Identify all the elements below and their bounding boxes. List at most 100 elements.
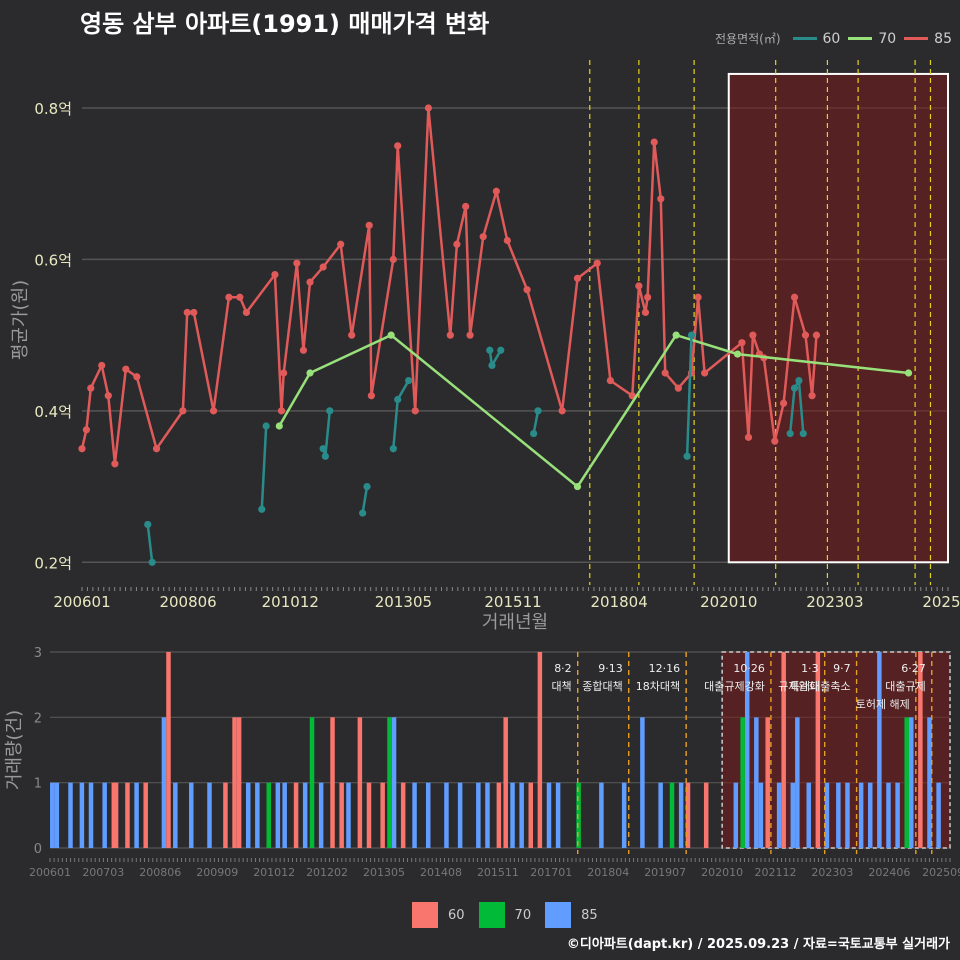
volume-bar-11 xyxy=(161,717,167,848)
point-60-22 xyxy=(799,429,807,438)
point-85-17 xyxy=(277,407,286,415)
volume-bar-6 xyxy=(111,782,117,848)
volume-bar-30 xyxy=(346,782,351,848)
volume-legend-label-60: 60 xyxy=(448,907,465,923)
point-70-3 xyxy=(573,482,582,491)
volume-bar-4 xyxy=(88,782,94,848)
point-60-11 xyxy=(405,376,413,385)
y-axis-label: 평균가(원) xyxy=(10,280,31,360)
volume-bar-13 xyxy=(173,782,178,848)
volume-bar-36 xyxy=(400,782,406,848)
point-85-13 xyxy=(225,293,233,301)
point-85-49 xyxy=(661,369,669,377)
policy-label-5: 특례대출축소 xyxy=(790,680,851,693)
vol-y-axis-label: 거래량(건) xyxy=(4,710,25,790)
legend-label-85: 85 xyxy=(934,30,952,47)
volume-bar-43 xyxy=(496,782,502,848)
volume-bar-54 xyxy=(640,717,645,848)
point-85-64 xyxy=(812,331,821,339)
volume-bar-7 xyxy=(113,782,119,848)
policy-label-7: 토허제 해제 xyxy=(856,697,910,711)
policy-label-3: 대출규제강화 xyxy=(704,680,765,693)
point-85-63 xyxy=(808,392,816,400)
volume-legend-item-85[interactable]: 85 xyxy=(545,902,598,928)
volume-bar-15 xyxy=(207,782,212,848)
legend-item-70[interactable]: 70 xyxy=(848,31,896,47)
volume-bar-41 xyxy=(476,782,481,848)
volume-bar-72 xyxy=(824,782,830,848)
vol-x-tick-label-3: 200909 xyxy=(196,866,238,879)
policy-date-1: 9·13 xyxy=(598,662,623,675)
volume-bar-52 xyxy=(599,782,604,848)
policy-label-2: 18차대책 xyxy=(636,680,680,693)
policy-date-3: 10·26 xyxy=(733,662,765,675)
point-85-21 xyxy=(306,278,314,286)
policy-label-1: 종합대책 xyxy=(582,680,622,693)
point-60-19 xyxy=(786,429,794,438)
volume-chart: 0 1 2 3 8·2 대책 9·13 종합대책 12·16 18차대책 10·26 대출규제강화 1·… xyxy=(4,646,960,879)
policy-label-4: 규제완화 xyxy=(778,680,818,693)
volume-legend-item-60[interactable]: 60 xyxy=(412,902,465,928)
volume-legend-label-70: 70 xyxy=(514,907,532,923)
volume-bar-34 xyxy=(387,717,392,848)
volume-bar-82 xyxy=(918,652,923,848)
point-85-16 xyxy=(271,270,279,279)
x-tick-label-5: 201804 xyxy=(591,593,648,611)
point-85-33 xyxy=(462,202,470,211)
volume-legend-item-70[interactable]: 70 xyxy=(478,902,532,928)
volume-bar-40 xyxy=(457,782,463,848)
volume-bar-57 xyxy=(678,782,684,848)
point-85-36 xyxy=(492,187,500,195)
volume-bar-58 xyxy=(685,782,691,848)
point-85-10 xyxy=(183,308,191,317)
vol-x-tick-label-15: 202406 xyxy=(868,866,910,879)
volume-bar-84 xyxy=(936,782,941,848)
point-70-6 xyxy=(904,369,913,377)
x-tick-label-1: 200806 xyxy=(159,593,216,611)
legend-item-85[interactable]: 85 xyxy=(904,31,952,47)
volume-bar-5 xyxy=(102,782,107,848)
source-footer: ©디아파트(dapt.kr) / 2025.09.23 / 자료=국토교통부 실… xyxy=(566,937,950,952)
x-tick-label-6: 202010 xyxy=(700,593,757,611)
volume-bar-9 xyxy=(134,782,139,848)
volume-bar-81 xyxy=(909,717,914,848)
point-60-14 xyxy=(497,346,505,354)
vol-x-tick-label-4: 201012 xyxy=(253,866,295,879)
vol-x-tick-label-1: 200703 xyxy=(82,866,124,879)
point-60-5 xyxy=(321,452,329,460)
volume-bar-50 xyxy=(555,782,561,848)
x-axis-label: 거래년월 xyxy=(482,612,548,633)
point-85-44 xyxy=(635,282,643,290)
point-85-30 xyxy=(424,104,432,112)
volume-bar-62 xyxy=(744,652,750,848)
point-85-3 xyxy=(98,361,106,370)
volume-bar-3 xyxy=(79,782,85,848)
point-60-13 xyxy=(488,361,496,370)
point-60-21 xyxy=(795,376,803,385)
volume-bar-55 xyxy=(658,782,663,848)
y-tick-label-2: 0.6억 xyxy=(34,251,72,269)
legend-item-60[interactable]: 60 xyxy=(792,31,840,47)
volume-bar-17 xyxy=(232,717,237,848)
point-60-6 xyxy=(326,407,334,415)
vol-x-tick-label-12: 202010 xyxy=(701,866,743,879)
series-segment-60 xyxy=(788,388,796,434)
volume-bar-47 xyxy=(528,782,534,848)
volume-bar-45 xyxy=(510,782,515,848)
volume-bar-8 xyxy=(125,782,130,848)
x-tick-label-7: 202303 xyxy=(806,593,863,611)
volume-bar-31 xyxy=(357,717,363,848)
volume-legend-label-85: 85 xyxy=(581,907,598,923)
series-segment-60 xyxy=(260,425,268,510)
point-85-8 xyxy=(152,445,161,453)
point-85-60 xyxy=(779,399,788,407)
y-tick-label-1: 0.4억 xyxy=(34,403,72,421)
series-segment-60 xyxy=(361,486,369,514)
volume-bar-83 xyxy=(927,717,932,848)
point-85-48 xyxy=(657,195,665,203)
policy-date-4: 1·3 xyxy=(801,662,819,675)
volume-bar-2 xyxy=(68,782,73,848)
point-85-7 xyxy=(133,373,141,381)
volume-legend-swatch-60 xyxy=(412,902,438,928)
policy-date-6: 6·27 xyxy=(901,662,926,675)
